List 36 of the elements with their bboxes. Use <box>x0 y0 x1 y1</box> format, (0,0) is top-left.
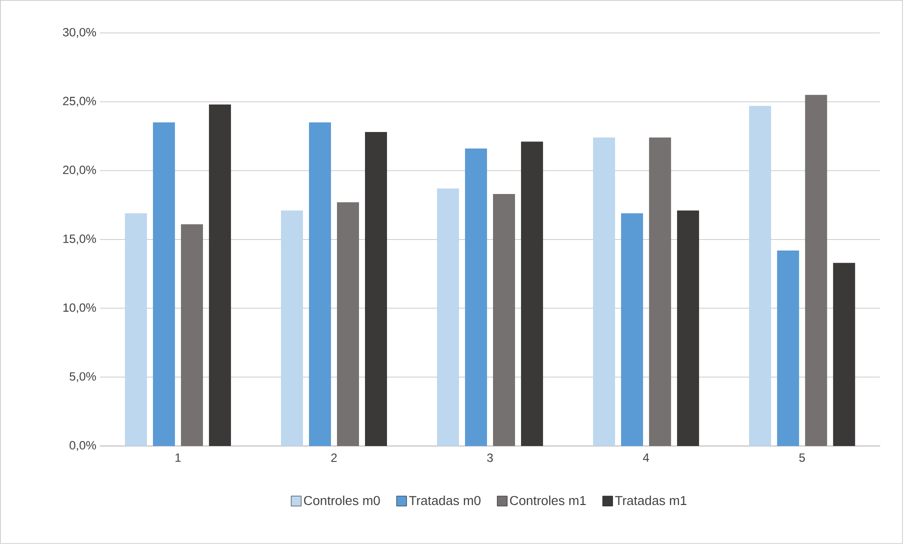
legend-label: Controles m1 <box>510 496 586 506</box>
bar <box>280 210 303 446</box>
legend-label: Controles m0 <box>304 496 380 506</box>
bar <box>493 194 516 446</box>
bar <box>805 94 828 446</box>
bar <box>180 224 203 446</box>
bar <box>621 213 644 446</box>
y-tick-label: 0,0% <box>70 441 96 451</box>
bar <box>749 106 772 446</box>
y-tick-label: 25,0% <box>63 96 96 107</box>
x-tick-label: 1 <box>176 454 181 462</box>
y-tick-label: 10,0% <box>63 303 96 314</box>
bar <box>124 213 147 446</box>
legend-label: Tratadas m0 <box>409 496 481 506</box>
bar <box>649 138 672 446</box>
y-tick-label: 5,0% <box>70 372 96 382</box>
x-tick-label: 5 <box>799 454 805 462</box>
y-tick-label: 15,0% <box>63 234 96 244</box>
bar <box>336 202 359 446</box>
bar <box>677 210 700 446</box>
bar <box>308 122 331 446</box>
x-tick-label: 4 <box>643 454 650 462</box>
legend-label: Tratadas m1 <box>615 496 686 506</box>
bar <box>364 132 387 446</box>
bar <box>465 148 488 446</box>
bar <box>152 122 175 446</box>
bar <box>437 188 460 446</box>
bar <box>833 262 856 446</box>
y-tick-label: 20,0% <box>63 166 96 176</box>
bar <box>208 104 231 446</box>
y-tick-label: 30,0% <box>62 28 96 38</box>
x-tick-label: 2 <box>331 454 337 462</box>
bar <box>777 250 800 446</box>
x-tick-label: 3 <box>487 454 493 462</box>
bar <box>593 138 616 446</box>
bar <box>521 142 544 446</box>
